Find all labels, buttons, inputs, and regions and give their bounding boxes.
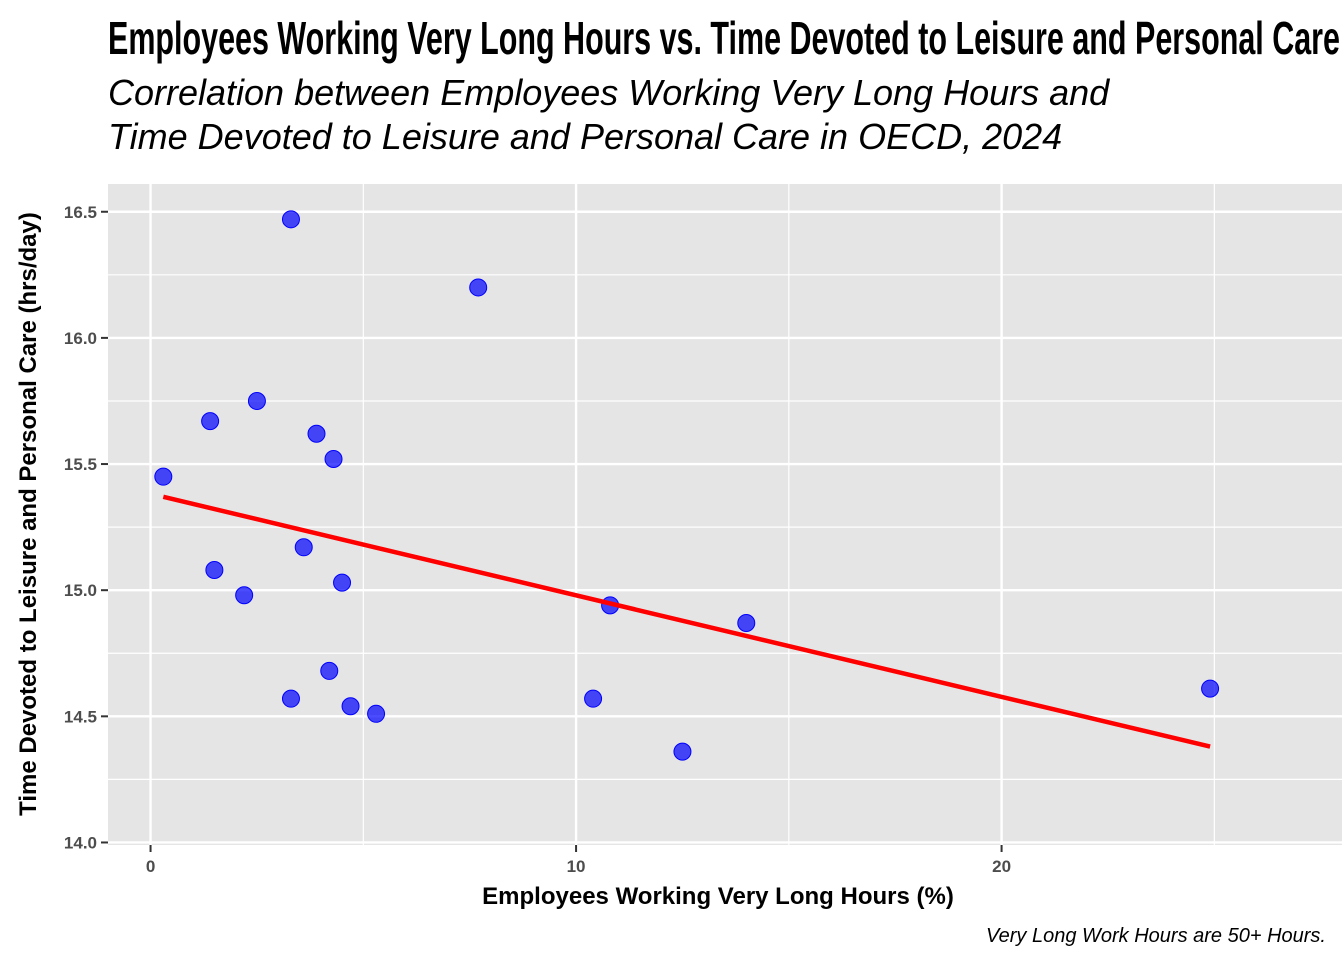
y-tick-label: 15.5	[64, 455, 97, 474]
y-tick-label: 14.5	[64, 707, 97, 726]
trend-line	[162, 494, 1211, 749]
x-axis-label: Employees Working Very Long Hours (%)	[482, 883, 954, 910]
data-point	[307, 424, 326, 443]
data-point	[584, 689, 603, 708]
data-point	[294, 538, 313, 557]
data-point	[1201, 679, 1220, 698]
y-tick-label: 15.0	[64, 581, 97, 600]
data-point	[201, 412, 220, 431]
chart-subtitle-line-2: Time Devoted to Leisure and Personal Car…	[108, 116, 1062, 157]
x-tick-label: 10	[567, 857, 586, 876]
data-point	[737, 613, 756, 632]
y-tick-label: 16.0	[64, 329, 97, 348]
data-point	[320, 661, 339, 680]
grid-minor-lines	[108, 184, 1342, 845]
data-point	[367, 704, 386, 723]
chart-title: Employees Working Very Long Hours vs. Ti…	[108, 12, 1340, 64]
grid-major-lines	[108, 184, 1342, 845]
y-tick-label: 16.5	[64, 203, 97, 222]
data-point	[281, 210, 300, 229]
data-point	[247, 391, 266, 410]
data-point	[341, 697, 360, 716]
data-point	[469, 278, 488, 297]
y-axis-label: Time Devoted to Leisure and Personal Car…	[15, 212, 42, 816]
data-point	[205, 561, 224, 580]
data-point	[333, 573, 352, 592]
x-tick-label: 0	[146, 857, 155, 876]
chart-subtitle-line-1: Correlation between Employees Working Ve…	[108, 72, 1110, 113]
data-point	[235, 586, 254, 605]
data-point	[324, 449, 343, 468]
plot-panel	[108, 184, 1342, 845]
chart-caption: Very Long Work Hours are 50+ Hours.	[986, 925, 1326, 947]
data-point	[281, 689, 300, 708]
axis-ticks: 0 10 20 14.0 14.5 15.0 15.5 16.0 16.5	[64, 203, 1011, 876]
x-tick-label: 20	[992, 857, 1011, 876]
data-point	[154, 467, 173, 486]
data-point	[673, 742, 692, 761]
y-tick-label: 14.0	[64, 833, 97, 852]
